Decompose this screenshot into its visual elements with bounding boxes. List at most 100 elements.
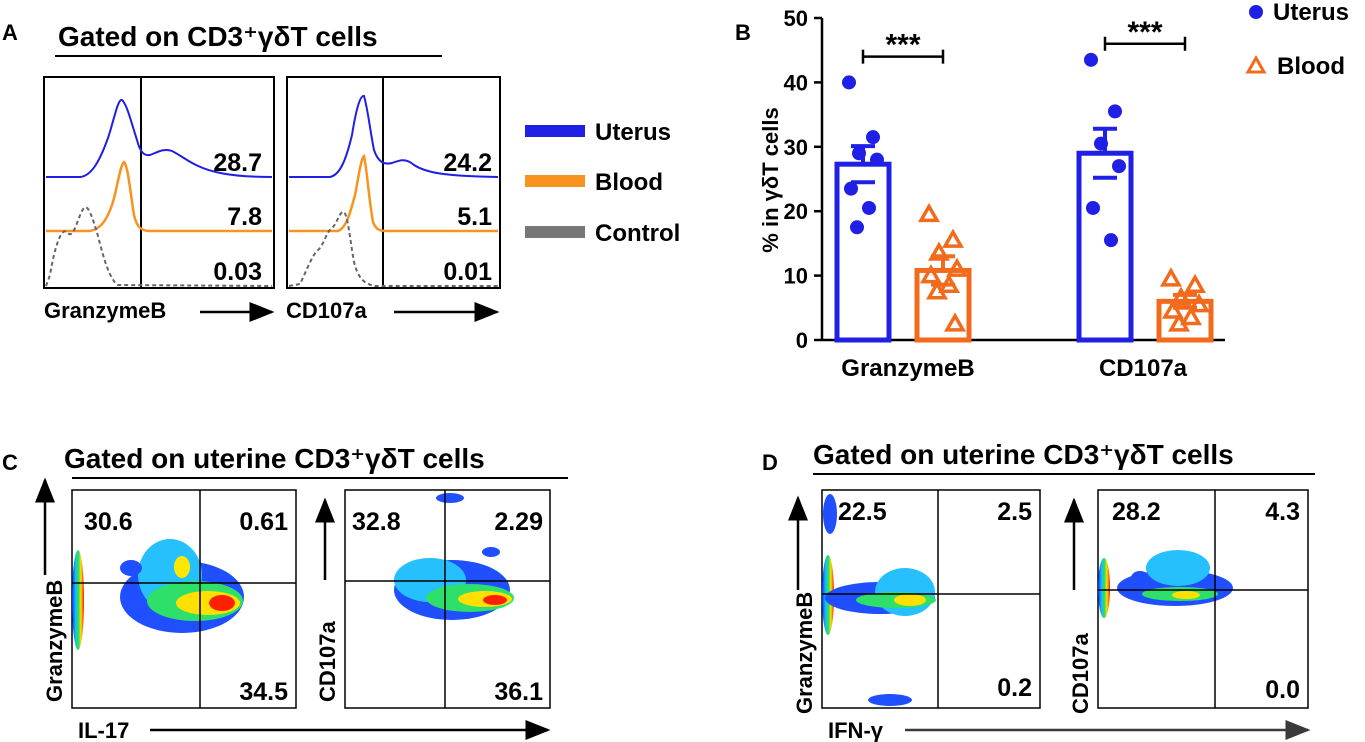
uterus-percent: 28.7 (213, 149, 262, 177)
blood-percent: 7.8 (227, 203, 262, 231)
density-peak (483, 595, 507, 605)
legend-label-blood: Blood (595, 169, 663, 196)
legend-label-uterus: Uterus (1273, 0, 1349, 26)
panel-a-letter: A (2, 20, 18, 45)
quadrant-upper-left: 22.5 (838, 498, 887, 526)
quadrant-upper-right: 2.29 (494, 508, 543, 536)
legend-marker-blood (1245, 54, 1267, 74)
category-label-granzymeb: GranzymeB (841, 355, 974, 382)
histogram-granzymeb: 28.7 7.8 0.03 GranzymeB (43, 76, 275, 323)
control-percent: 0.03 (213, 258, 262, 286)
density-satellite (1131, 571, 1149, 585)
significance-brackets: *** *** (861, 16, 1187, 64)
significance-stars: *** (1127, 16, 1162, 49)
category-label-cd107a: CD107a (1099, 355, 1188, 382)
y-tick-label: 20 (784, 199, 808, 224)
uterus-histogram-line (46, 98, 273, 178)
data-point-blood (937, 273, 961, 294)
y-tick-label: 10 (784, 264, 808, 289)
blood-histogram-line (289, 153, 498, 233)
y-axis-label: GranzymeB (792, 592, 817, 714)
quadrant-upper-right: 4.3 (1265, 498, 1300, 526)
data-point-blood (1169, 286, 1193, 306)
data-point-uterus (1112, 159, 1126, 174)
density-satellite (482, 547, 500, 557)
quadrant-upper-left: 30.6 (84, 508, 133, 536)
data-point-uterus (862, 200, 876, 215)
density-satellite (120, 560, 142, 576)
density-lobe (875, 568, 935, 616)
data-point-blood (1161, 299, 1185, 319)
legend-swatch-blood (525, 175, 585, 187)
density-lobe (1146, 550, 1210, 586)
y-tick-label: 30 (784, 135, 808, 160)
panel-c-x-label: IL-17 (78, 718, 129, 742)
density-upper-edge (823, 494, 837, 534)
control-percent: 0.01 (443, 258, 492, 286)
significance-stars: *** (885, 29, 920, 62)
flow-plot-d2: 28.2 4.3 0.0 CD107a (1064, 489, 1309, 714)
panel-a-title: Gated on CD3⁺γδT cells (58, 21, 378, 52)
data-point-blood (1183, 273, 1207, 294)
y-tick-label: 0 (796, 328, 808, 353)
control-histogram-line (288, 210, 498, 287)
data-point-uterus (1086, 200, 1100, 215)
legend-marker-uterus (1249, 5, 1263, 19)
panel-a-legend: Uterus Blood Control (525, 119, 680, 247)
data-point-uterus (844, 181, 858, 196)
flow-plot-c2: 32.8 2.29 36.1 CD107a (315, 489, 551, 709)
legend-swatch-uterus (525, 125, 585, 137)
quadrant-lower-right: 36.1 (494, 678, 543, 706)
quadrant-lower-right: 0.2 (997, 674, 1032, 702)
data-point-blood (917, 202, 941, 223)
quadrant-upper-right: 2.5 (997, 498, 1032, 526)
density-edge (1098, 558, 1110, 618)
data-point-blood (1159, 267, 1183, 287)
data-point-blood (945, 257, 969, 277)
data-point-uterus (1094, 136, 1108, 151)
data-point-blood (1179, 305, 1203, 326)
density-peak (209, 595, 235, 611)
data-point-blood (927, 241, 951, 261)
uterus-histogram-line (289, 95, 499, 178)
legend-label-blood: Blood (1277, 53, 1345, 80)
bars (834, 126, 1214, 343)
data-point-blood (925, 280, 949, 300)
histogram-frame (286, 76, 501, 289)
y-axis-label: GranzymeB (42, 580, 67, 702)
panel-c-letter: C (2, 450, 18, 475)
bar-chart: % in γδT cells GranzymeB CD107a 0 10 20 30 4… (758, 0, 1349, 382)
panel-d-title: Gated on uterine CD3⁺γδT cells (813, 439, 1234, 470)
panel-b-letter: B (735, 20, 751, 45)
legend-swatch-control (525, 226, 585, 238)
data-point-uterus (1104, 233, 1118, 248)
flow-plot-c1: 30.6 0.61 34.5 GranzymeB (35, 477, 297, 709)
data-point-uterus (1108, 104, 1122, 119)
control-histogram-line (45, 206, 273, 287)
legend-label-control: Control (595, 220, 680, 247)
data-point-uterus (850, 220, 864, 235)
density-top-cluster (436, 493, 464, 503)
panel-d-x-label: IFN-γ (828, 718, 884, 742)
panel-d-letter: D (762, 450, 778, 475)
density-high (1172, 591, 1200, 599)
bar-uterus (1076, 150, 1134, 343)
blood-percent: 5.1 (457, 203, 492, 231)
quadrant-upper-right: 0.61 (239, 508, 288, 536)
y-ticks: 0 10 20 30 40 50 (784, 6, 822, 353)
data-point-uterus (866, 130, 880, 145)
data-point-uterus (1084, 52, 1098, 67)
data-point-blood (943, 312, 967, 332)
data-point-uterus (842, 75, 856, 90)
data-point-blood (1187, 293, 1211, 313)
data-point-blood (1167, 312, 1191, 332)
density-lobe-peak (174, 556, 190, 578)
histogram-x-label: CD107a (286, 298, 367, 323)
data-points (842, 52, 1211, 332)
density-bottom (868, 694, 912, 706)
blood-histogram-line (46, 160, 272, 233)
data-point-blood (919, 264, 943, 284)
data-point-uterus (852, 146, 866, 161)
quadrant-upper-left: 28.2 (1112, 498, 1161, 526)
